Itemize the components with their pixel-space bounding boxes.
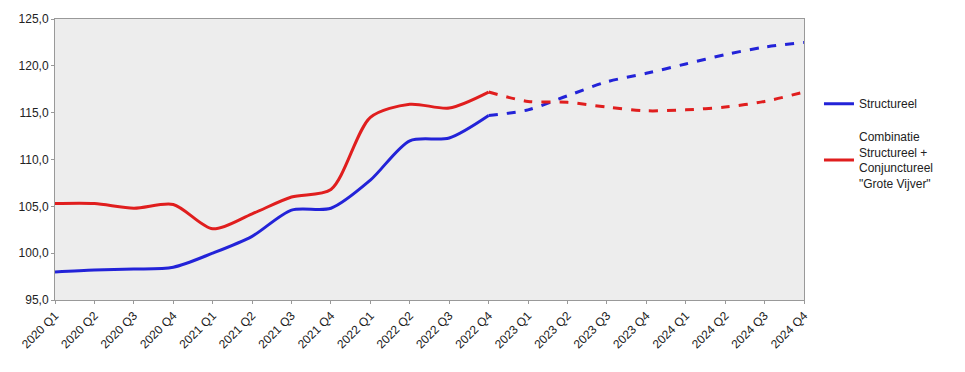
svg-text:2024 Q2: 2024 Q2 <box>689 309 732 352</box>
svg-text:115,0: 115,0 <box>19 106 48 120</box>
svg-text:2024 Q4: 2024 Q4 <box>768 309 811 352</box>
svg-text:2022 Q2: 2022 Q2 <box>374 309 417 352</box>
svg-text:2022 Q3: 2022 Q3 <box>413 309 456 352</box>
svg-text:125,0: 125,0 <box>19 12 49 26</box>
svg-text:2020 Q4: 2020 Q4 <box>137 309 180 352</box>
svg-text:2024 Q1: 2024 Q1 <box>650 309 693 352</box>
svg-text:2021 Q3: 2021 Q3 <box>255 309 298 352</box>
svg-text:2022 Q1: 2022 Q1 <box>334 309 377 352</box>
svg-text:2023 Q2: 2023 Q2 <box>531 309 574 352</box>
svg-text:Structureel: Structureel <box>859 97 917 111</box>
svg-text:2021 Q4: 2021 Q4 <box>295 309 338 352</box>
svg-text:2023 Q1: 2023 Q1 <box>492 309 535 352</box>
svg-text:2024 Q3: 2024 Q3 <box>728 309 771 352</box>
svg-text:2023 Q3: 2023 Q3 <box>571 309 614 352</box>
svg-text:2022 Q4: 2022 Q4 <box>453 309 496 352</box>
svg-text:2020 Q1: 2020 Q1 <box>19 309 62 352</box>
svg-text:2021 Q2: 2021 Q2 <box>216 309 259 352</box>
svg-text:2020 Q3: 2020 Q3 <box>98 309 141 352</box>
svg-text:110,0: 110,0 <box>19 153 48 167</box>
svg-text:100,0: 100,0 <box>19 246 49 260</box>
svg-text:CombinatieStructureel +Conjunc: CombinatieStructureel +Conjunctureel"Gro… <box>859 130 933 191</box>
svg-text:2020 Q2: 2020 Q2 <box>58 309 101 352</box>
svg-text:2023 Q4: 2023 Q4 <box>610 309 653 352</box>
svg-text:2021 Q1: 2021 Q1 <box>177 309 220 352</box>
svg-text:120,0: 120,0 <box>19 59 49 73</box>
svg-text:95,0: 95,0 <box>25 293 49 307</box>
svg-text:105,0: 105,0 <box>19 200 49 214</box>
